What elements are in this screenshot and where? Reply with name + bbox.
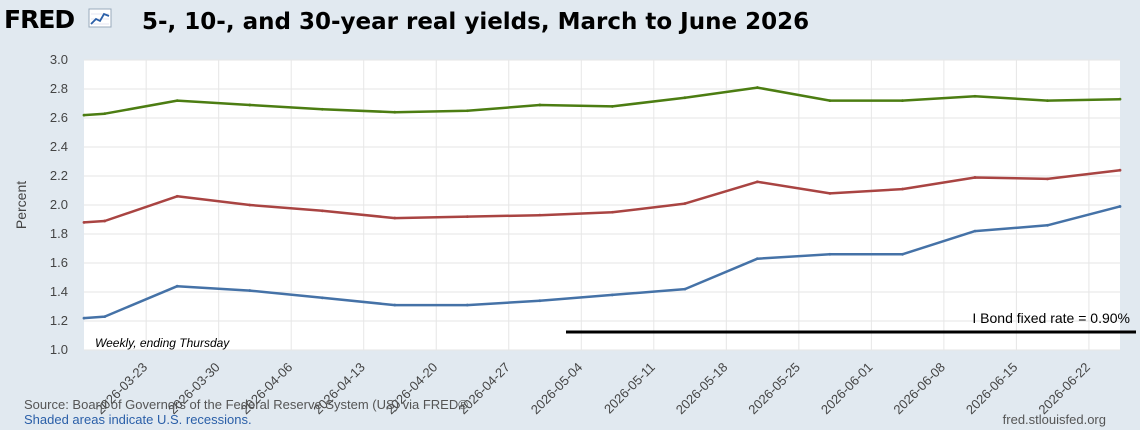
y-tick-label: 2.8	[50, 81, 68, 96]
data-point	[82, 316, 86, 320]
i-bond-reference-label: I Bond fixed rate = 0.90%	[972, 310, 1130, 326]
data-point	[175, 284, 179, 288]
data-point	[82, 221, 86, 224]
y-tick-label: 1.8	[50, 226, 68, 241]
data-point	[1118, 205, 1122, 208]
chart-title: 5-, 10-, and 30-year real yields, March …	[142, 9, 810, 35]
x-tick-label: 2026-06-01	[818, 360, 876, 418]
data-point	[1118, 168, 1122, 172]
data-point	[683, 287, 687, 291]
series-line-2	[83, 205, 1121, 320]
series-line-1	[83, 168, 1121, 224]
x-tick-label: 2026-05-18	[673, 360, 731, 418]
data-point	[248, 203, 252, 207]
data-point	[828, 99, 832, 102]
x-tick-label: 2026-05-04	[528, 360, 586, 418]
x-tick-label: 2026-06-15	[963, 360, 1021, 418]
data-point	[175, 99, 179, 102]
frequency-note: Weekly, ending Thursday	[95, 336, 230, 350]
x-tick-label: 2026-06-08	[890, 360, 948, 418]
data-point	[393, 303, 397, 307]
data-point	[538, 213, 542, 217]
data-point	[973, 94, 977, 98]
data-point	[901, 252, 904, 256]
data-point	[465, 215, 469, 219]
data-point	[538, 299, 542, 303]
x-tick-label: 2026-06-22	[1035, 360, 1093, 418]
data-point	[82, 113, 86, 117]
data-point	[465, 303, 469, 307]
data-point	[393, 216, 397, 220]
data-point	[538, 103, 542, 107]
data-point	[1046, 223, 1049, 227]
data-point	[901, 187, 904, 191]
header: FRED 5-, 10-, and 30-year real yields, M…	[0, 0, 1140, 44]
data-point	[103, 112, 107, 116]
data-point	[756, 180, 759, 184]
y-tick-label: 3.0	[50, 52, 68, 67]
recession-link[interactable]: Shaded areas indicate U.S. recessions.	[24, 412, 252, 427]
data-point	[320, 296, 324, 300]
data-point	[901, 99, 904, 102]
data-point	[465, 109, 469, 113]
data-point	[828, 192, 832, 195]
data-point	[683, 96, 687, 100]
y-tick-label: 2.2	[50, 168, 68, 183]
data-point	[828, 252, 832, 256]
data-point	[973, 229, 977, 233]
data-point	[610, 105, 614, 108]
data-point	[756, 86, 759, 89]
data-point	[248, 103, 252, 107]
y-tick-label: 2.4	[50, 139, 68, 154]
fred-logo[interactable]: FRED	[4, 5, 75, 34]
y-tick-label: 1.6	[50, 255, 68, 270]
data-point	[103, 315, 107, 319]
data-point	[393, 110, 397, 114]
trend-line-icon	[88, 8, 112, 28]
y-tick-label: 2.0	[50, 197, 68, 212]
data-point	[103, 219, 107, 223]
y-tick-label: 1.0	[50, 342, 68, 357]
series-line-0	[83, 86, 1121, 117]
data-point	[320, 209, 324, 213]
data-point	[175, 194, 179, 198]
data-point	[1118, 97, 1122, 101]
data-point	[320, 107, 324, 111]
y-axis-label: Percent	[13, 181, 29, 229]
data-point	[683, 202, 687, 205]
data-point	[973, 176, 977, 179]
data-point	[1046, 177, 1049, 181]
data-point	[248, 289, 252, 292]
data-point	[610, 210, 614, 214]
x-tick-label: 2026-05-25	[745, 360, 803, 418]
data-point	[610, 293, 614, 297]
fred-url[interactable]: fred.stlouisfed.org	[1002, 412, 1106, 427]
x-tick-label: 2026-05-11	[601, 360, 658, 417]
y-tick-label: 1.4	[50, 284, 68, 299]
y-tick-label: 1.2	[50, 313, 68, 328]
y-tick-label: 2.6	[50, 110, 68, 125]
data-point	[1046, 99, 1049, 102]
data-point	[756, 257, 759, 261]
source-note: Source: Board of Governors of the Federa…	[24, 397, 468, 412]
